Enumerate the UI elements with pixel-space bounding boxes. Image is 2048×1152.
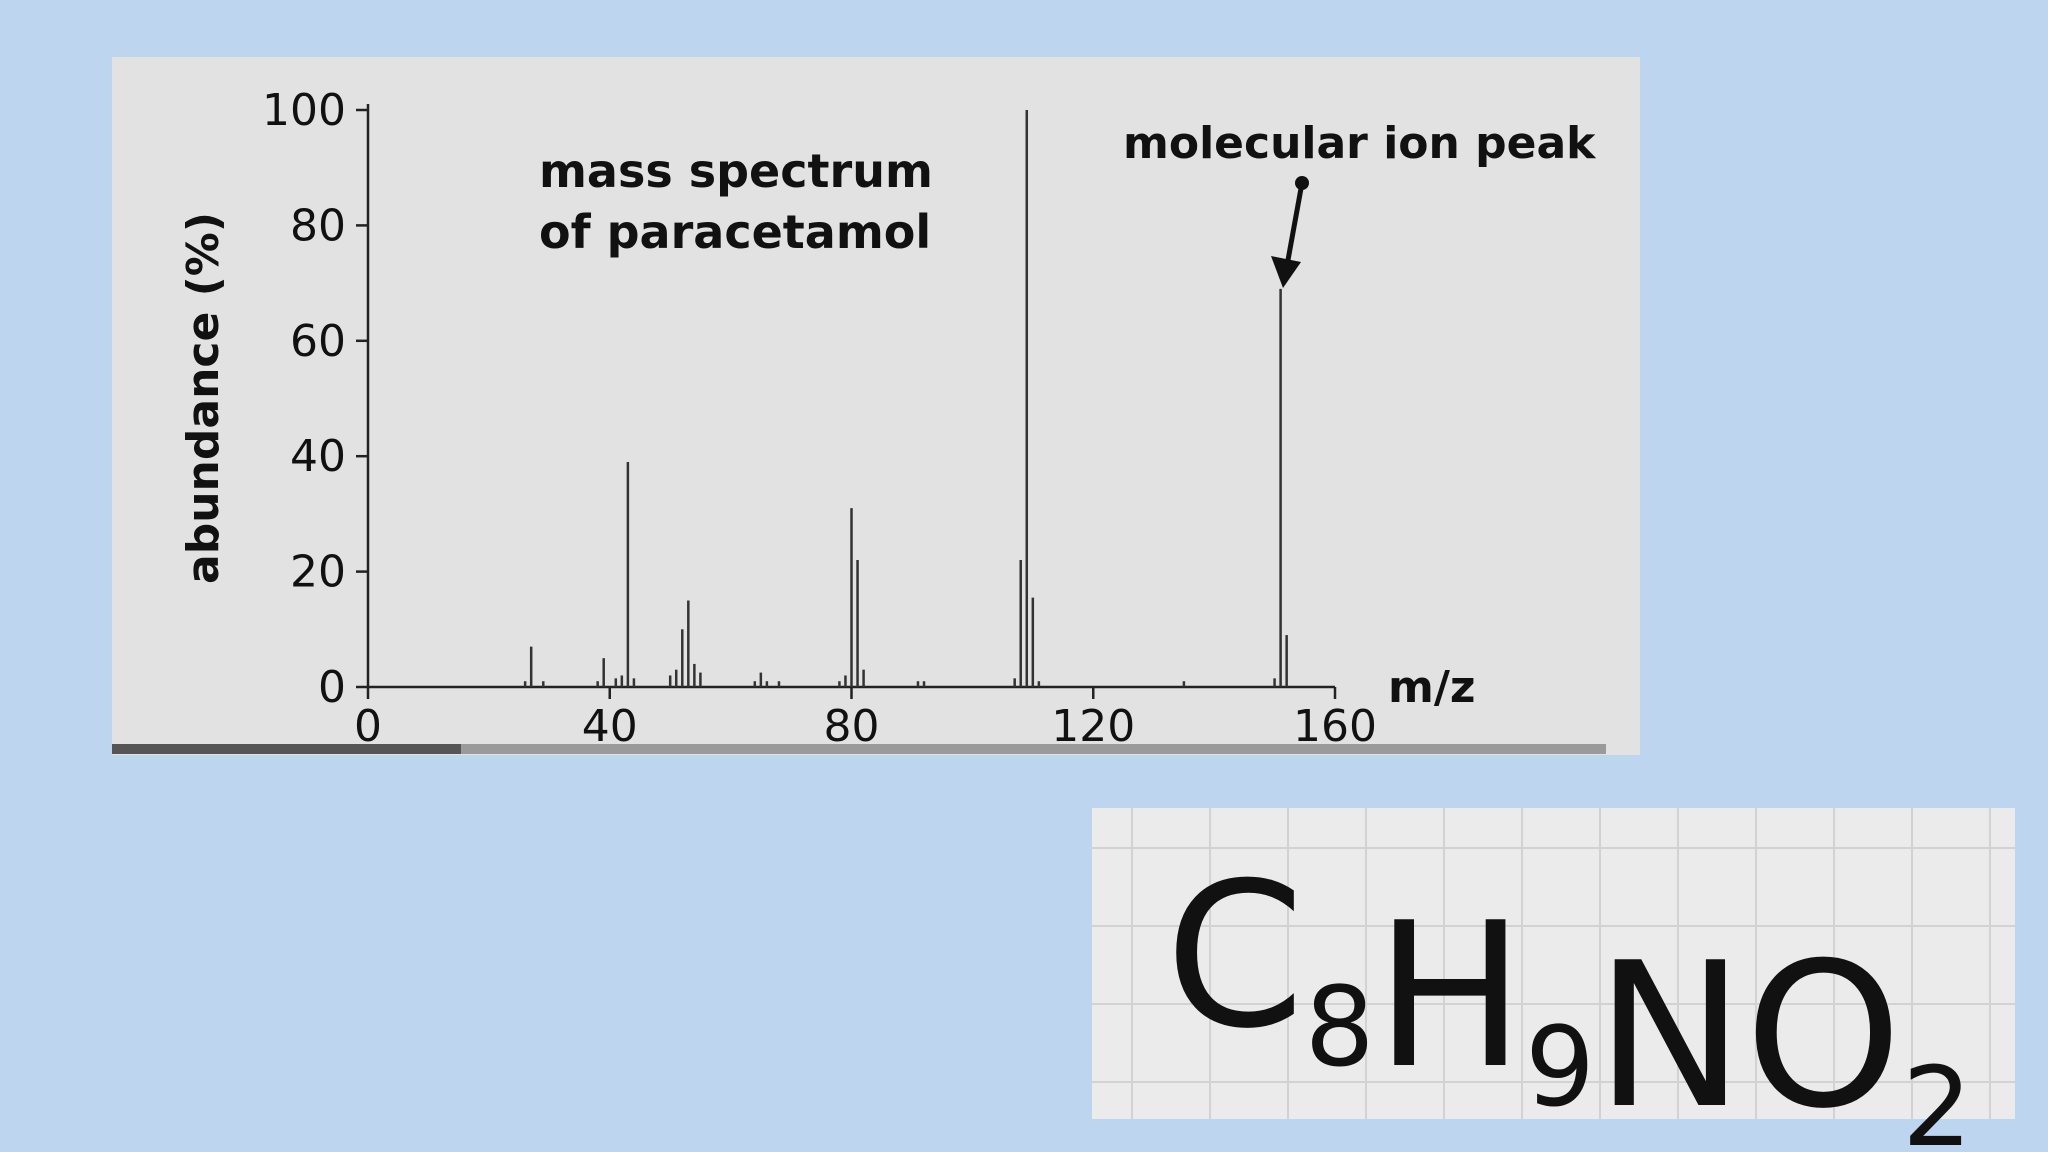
annotation-arrow (1285, 182, 1305, 261)
y-tick-label: 40 (290, 431, 346, 482)
formula-count: 9 (1525, 1003, 1595, 1131)
x-tick-label: 0 (354, 701, 382, 752)
annotation: molecular ion peak (1123, 118, 1597, 169)
formula-count: 8 (1305, 963, 1375, 1091)
formula-panel (1092, 808, 2015, 1119)
scrollbar-thumb (112, 744, 461, 754)
formula-element: H (1375, 880, 1525, 1113)
x-tick-label: 160 (1293, 701, 1377, 752)
formula-grid (1092, 808, 2015, 1119)
y-tick-label: 0 (318, 662, 346, 713)
formula-element: C (1165, 840, 1305, 1073)
formula-element: O (1745, 920, 1902, 1152)
chart-title: of paracetamol (539, 205, 931, 259)
chart-panel (112, 57, 1640, 755)
x-tick-label: 120 (1051, 701, 1135, 752)
chart-title: mass spectrum (539, 144, 933, 198)
y-tick-label: 80 (290, 200, 346, 251)
y-axis-label: abundance (%) (178, 212, 229, 584)
annotation-arrowhead (1271, 256, 1301, 288)
x-axis-label: m/z (1388, 662, 1476, 713)
y-tick-label: 60 (290, 316, 346, 367)
scrollbar-track (112, 744, 1606, 754)
formula-count: 2 (1902, 1043, 1972, 1152)
x-tick-label: 40 (582, 701, 638, 752)
x-tick-label: 80 (824, 701, 880, 752)
y-tick-label: 20 (290, 547, 346, 598)
formula-element: N (1595, 920, 1745, 1152)
formula: C8H9NO2 (1165, 840, 1972, 1152)
y-tick-label: 100 (262, 85, 346, 136)
